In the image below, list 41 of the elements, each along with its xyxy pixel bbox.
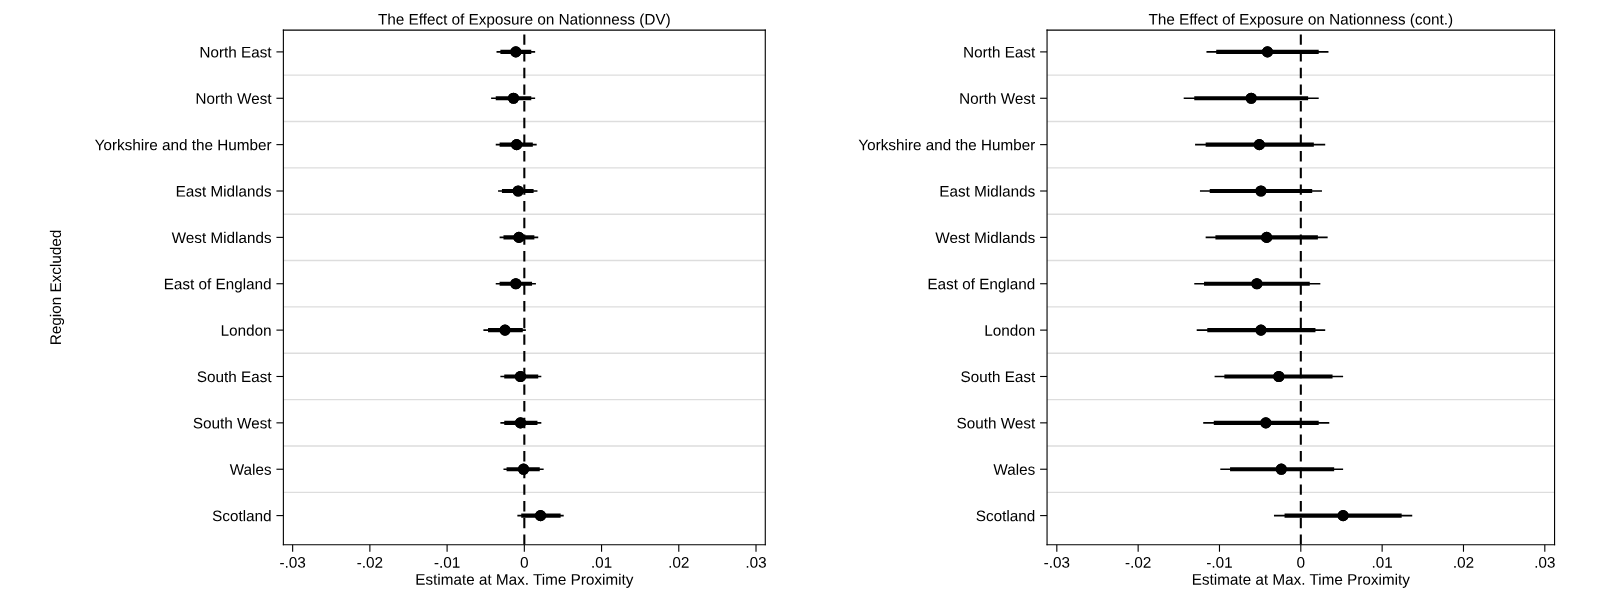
y-tick-label: East of England <box>164 278 271 293</box>
y-tick-label: North East <box>200 46 272 58</box>
x-tick-label: -.02 <box>1125 557 1151 568</box>
chart-title: The Effect of Exposure on Nationness (DV) <box>378 13 670 28</box>
x-tick-label: -.02 <box>357 557 383 568</box>
x-tick-label: -.01 <box>1207 557 1232 568</box>
y-tick-label: South East <box>197 370 272 383</box>
x-tick-label: .03 <box>1535 557 1555 568</box>
y-tick-label: Scotland <box>976 510 1035 522</box>
y-axis-title: Region Excluded <box>49 230 65 344</box>
x-axis-title: Estimate at Max. Time Proximity <box>416 573 634 588</box>
x-tick-label: .02 <box>669 557 689 568</box>
x-axis-title: Estimate at Max. Time Proximity <box>1192 573 1410 588</box>
x-tick-label: -.03 <box>1044 557 1070 568</box>
x-tick-label: .01 <box>592 557 612 568</box>
y-tick-label: East Midlands <box>176 185 272 197</box>
chart-title: The Effect of Exposure on Nationness (cont.) <box>1148 13 1453 28</box>
y-tick-label: Yorkshire and the Humber <box>94 139 272 151</box>
x-tick-label: 0 <box>1297 557 1305 568</box>
x-tick-label: -.03 <box>280 557 306 568</box>
x-tick-label: 0 <box>520 557 528 568</box>
y-tick-label: South West <box>957 417 1036 429</box>
x-tick-label: .03 <box>746 557 766 568</box>
y-tick-label: London <box>985 324 1035 336</box>
y-tick-label: East of England <box>928 278 1035 293</box>
x-tick-label: .01 <box>1372 557 1393 568</box>
y-tick-label: North East <box>964 46 1036 58</box>
y-tick-label: Wales <box>229 463 272 475</box>
y-tick-label: Wales <box>993 463 1035 475</box>
x-tick-label: -.01 <box>434 557 460 568</box>
y-tick-label: North West <box>960 92 1036 104</box>
x-tick-label: .02 <box>1454 557 1474 568</box>
y-tick-label: West Midlands <box>171 231 272 244</box>
y-tick-label: North West <box>196 92 272 104</box>
y-tick-label: South West <box>193 417 272 429</box>
y-tick-label: West Midlands <box>935 231 1035 244</box>
y-tick-label: Scotland <box>212 510 271 522</box>
y-tick-label: East Midlands <box>940 185 1035 197</box>
y-tick-label: South East <box>961 370 1036 383</box>
y-tick-label: Yorkshire and the Humber <box>858 139 1036 151</box>
y-tick-label: London <box>221 324 271 336</box>
